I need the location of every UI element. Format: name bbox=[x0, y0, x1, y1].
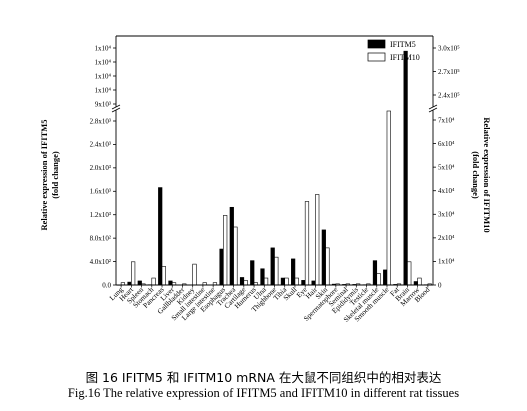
legend-swatch-ifitm5 bbox=[367, 39, 386, 49]
y-left-tick-label: 9x10³ bbox=[95, 100, 111, 108]
y-right-tick-label: 2.7x10⁵ bbox=[438, 68, 460, 76]
y-left-tick-label: 1.2x10³ bbox=[90, 211, 111, 219]
bar-ifitm10 bbox=[131, 261, 136, 286]
y-right-title-line1: Relative expression of IFITM10 bbox=[482, 117, 492, 232]
bar-ifitm5 bbox=[137, 280, 142, 286]
bar-ifitm10 bbox=[151, 277, 156, 286]
axis-break-mark bbox=[428, 107, 438, 113]
y-left-tick-label: 2.8x10³ bbox=[90, 117, 111, 125]
figure-caption-chinese: 图 16 IFITM5 和 IFITM10 mRNA 在大鼠不同组织中的相对表达 bbox=[85, 370, 442, 385]
bar-ifitm5 bbox=[158, 187, 163, 286]
legend-swatch-ifitm10 bbox=[367, 52, 386, 62]
y-right-tick-label: 0 bbox=[438, 281, 442, 289]
axis-break-mark bbox=[428, 104, 438, 110]
axis-break-mark bbox=[111, 107, 121, 113]
bar-ifitm10 bbox=[315, 194, 320, 286]
bar-ifitm5 bbox=[372, 260, 378, 286]
bar-ifitm5 bbox=[260, 268, 265, 286]
bar-ifitm10 bbox=[294, 277, 299, 286]
bar-ifitm10 bbox=[274, 256, 279, 286]
bar-ifitm10 bbox=[161, 266, 166, 286]
y-right-tick-label: 7x10⁴ bbox=[438, 116, 455, 124]
bar-ifitm10 bbox=[304, 201, 310, 286]
bar-ifitm5 bbox=[219, 248, 224, 286]
bar-ifitm5 bbox=[403, 50, 408, 286]
bar-ifitm10 bbox=[376, 273, 381, 286]
y-right-tick-label: 3.0x10⁵ bbox=[438, 44, 460, 52]
y-right-tick-label: 2.4x10⁵ bbox=[438, 91, 460, 99]
bar-ifitm10 bbox=[223, 215, 228, 286]
legend-label-ifitm5: IFITM5 bbox=[390, 40, 416, 49]
bar-ifitm10 bbox=[263, 277, 269, 286]
y-left-tick-label: 8.0x10² bbox=[90, 234, 111, 242]
bar-ifitm5 bbox=[168, 280, 173, 286]
legend-label-ifitm10: IFITM10 bbox=[390, 53, 420, 62]
bar-ifitm5 bbox=[270, 247, 275, 286]
bar-ifitm5 bbox=[239, 277, 245, 286]
bar-ifitm5 bbox=[250, 260, 255, 286]
y-right-tick-label: 2x10⁴ bbox=[438, 234, 455, 242]
y-left-tick-label: 0.0 bbox=[102, 281, 111, 289]
bar-ifitm10 bbox=[407, 261, 412, 286]
bar-ifitm5 bbox=[291, 258, 296, 286]
bar-ifitm10 bbox=[325, 247, 330, 286]
axis-break-mark bbox=[111, 104, 121, 110]
bar-ifitm10 bbox=[284, 277, 289, 286]
y-left-tick-label: 4.0x10² bbox=[90, 258, 111, 266]
bar-ifitm5 bbox=[321, 229, 326, 286]
y-left-tick-label: 1x10⁴ bbox=[95, 72, 112, 80]
bar-ifitm10 bbox=[192, 263, 197, 286]
figure-caption-english: Fig.16 The relative expression of IFITM5… bbox=[67, 386, 460, 400]
y-right-tick-label: 5x10⁴ bbox=[438, 163, 455, 171]
y-left-tick-label: 1.6x10³ bbox=[90, 188, 111, 196]
y-left-tick-label: 1x10⁴ bbox=[95, 44, 112, 52]
y-right-title-line2: (fold change) bbox=[471, 151, 481, 199]
bar-ifitm5 bbox=[301, 280, 306, 286]
bars-group bbox=[117, 50, 432, 286]
bar-ifitm10 bbox=[233, 226, 238, 286]
bar-ifitm5 bbox=[280, 277, 286, 286]
bar-ifitm5 bbox=[413, 281, 418, 286]
y-left-title-line1: Relative expression of IFITM5 bbox=[39, 119, 49, 230]
legend: IFITM5 IFITM10 bbox=[367, 39, 420, 62]
bar-ifitm10 bbox=[243, 280, 248, 286]
y-left-tick-label: 2.4x10³ bbox=[90, 141, 111, 149]
bar-ifitm5 bbox=[311, 280, 316, 286]
y-right-tick-label: 6x10⁴ bbox=[438, 140, 455, 148]
bar-ifitm5 bbox=[229, 206, 234, 286]
y-left-title-line2: (fold change) bbox=[50, 151, 60, 199]
bar-ifitm10 bbox=[386, 110, 391, 286]
y-right-tick-label: 4x10⁴ bbox=[438, 187, 455, 195]
bar-chart: 0.0 4.0x10² 8.0x10² 1.2x10³ 1.6x10³ 2.0x10³ 2.… bbox=[39, 35, 492, 324]
ticks-group: 0.0 4.0x10² 8.0x10² 1.2x10³ 1.6x10³ 2.0x10³ 2.… bbox=[90, 44, 461, 289]
bar-ifitm5 bbox=[383, 269, 388, 286]
bar-ifitm10 bbox=[417, 277, 422, 286]
y-left-tick-label: 1x10⁴ bbox=[95, 86, 112, 94]
y-left-tick-label: 1x10⁴ bbox=[95, 58, 112, 66]
y-left-tick-label: 2.0x10³ bbox=[90, 164, 111, 172]
category-labels: LungHeartSpleenStomachPancreasLiverGallb… bbox=[107, 285, 431, 324]
y-right-tick-label: 1x10⁴ bbox=[438, 258, 455, 266]
y-right-tick-label: 3x10⁴ bbox=[438, 211, 455, 219]
